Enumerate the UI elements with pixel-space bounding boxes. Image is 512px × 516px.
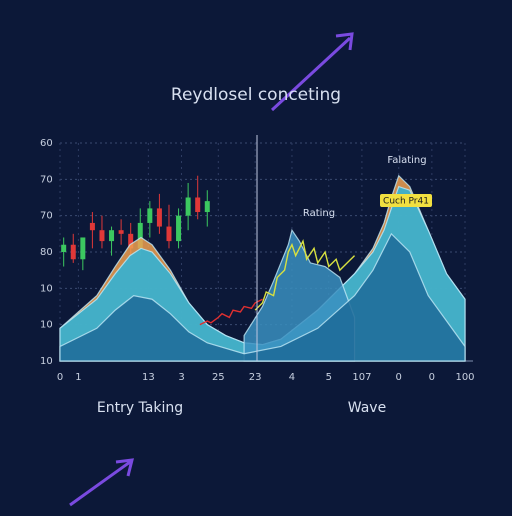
y-tick-label: 10 bbox=[40, 283, 53, 294]
candle-body bbox=[185, 197, 191, 216]
arrow bbox=[69, 458, 134, 507]
line bbox=[254, 238, 356, 311]
x-tick-label: 100 bbox=[455, 372, 474, 383]
annotation: Entry Taking bbox=[97, 400, 183, 416]
y-tick-label: 70 bbox=[40, 211, 53, 222]
x-tick-label: 0 bbox=[396, 372, 402, 383]
candle-body bbox=[137, 222, 143, 249]
candle-body bbox=[156, 208, 162, 227]
candle-body bbox=[80, 237, 86, 260]
annotation-box bbox=[380, 194, 432, 207]
candle-body bbox=[118, 230, 124, 234]
candle-body bbox=[204, 201, 210, 213]
candle-body bbox=[166, 226, 172, 242]
area bbox=[59, 232, 466, 362]
candle-body bbox=[61, 244, 67, 252]
plot: 10 10 10 80 70 70 60 0 1 13 3 25 23 4 5 107 0 0 100 bbox=[40, 135, 475, 383]
x-tick-label: 4 bbox=[289, 372, 295, 383]
candle-body bbox=[147, 208, 153, 223]
y-tick-label: 70 bbox=[40, 174, 53, 185]
annotation: Wave bbox=[348, 400, 386, 416]
x-tick-label: 107 bbox=[352, 372, 371, 383]
candle-body bbox=[89, 222, 95, 231]
candle-body bbox=[99, 230, 105, 242]
y-tick-label: 60 bbox=[40, 138, 53, 149]
x-tick-label: 13 bbox=[142, 372, 155, 383]
x-tick-label: 3 bbox=[178, 372, 184, 383]
decor-arrows bbox=[69, 32, 354, 507]
x-tick-label: 5 bbox=[326, 372, 332, 383]
y-tick-label: 10 bbox=[40, 356, 53, 367]
line bbox=[199, 298, 263, 326]
chart-title: Reydlosel conceting bbox=[171, 85, 341, 105]
annotation: Rating bbox=[303, 208, 335, 219]
candle-body bbox=[195, 197, 201, 213]
x-tick-label: 23 bbox=[249, 372, 262, 383]
candle-body bbox=[70, 244, 76, 260]
x-tick-label: 0 bbox=[57, 372, 63, 383]
candle-body bbox=[128, 233, 134, 249]
y-tick-label: 10 bbox=[40, 320, 53, 331]
annotation: Cuch Pr41 bbox=[383, 197, 429, 207]
x-tick-label: 0 bbox=[429, 372, 435, 383]
x-tick-label: 25 bbox=[212, 372, 225, 383]
annotation: Falating bbox=[387, 155, 426, 166]
candle-body bbox=[176, 215, 182, 242]
candle-body bbox=[109, 230, 115, 242]
x-tick-label: 1 bbox=[75, 372, 81, 383]
arrow bbox=[270, 32, 354, 112]
y-tick-label: 80 bbox=[40, 247, 53, 258]
